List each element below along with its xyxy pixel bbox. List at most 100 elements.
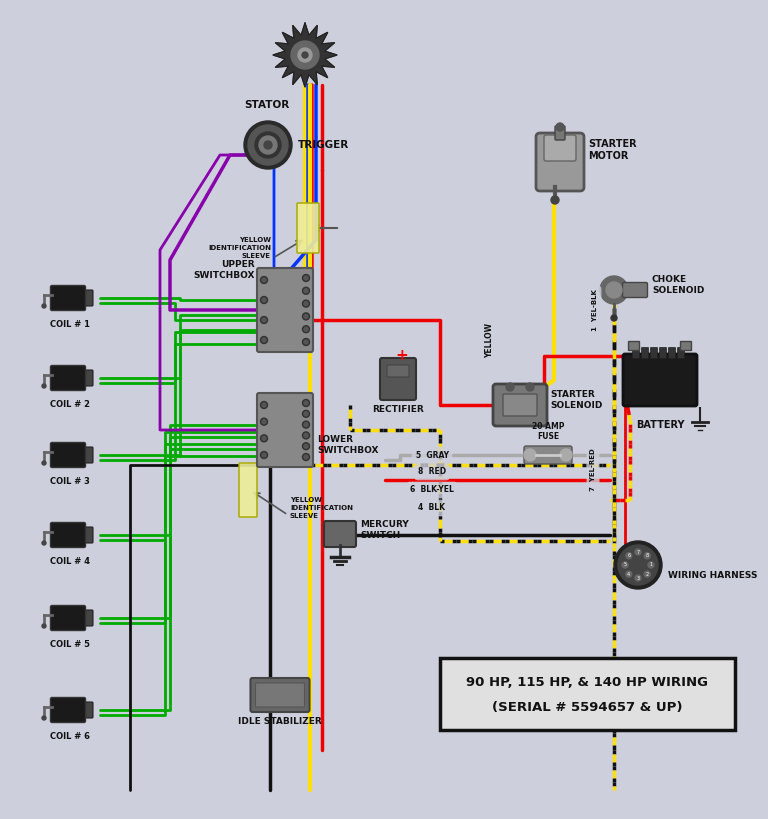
Circle shape xyxy=(304,314,308,319)
Circle shape xyxy=(635,575,641,581)
Circle shape xyxy=(303,300,310,307)
Circle shape xyxy=(260,316,267,324)
Circle shape xyxy=(262,338,266,342)
Circle shape xyxy=(42,461,46,465)
FancyBboxPatch shape xyxy=(668,347,676,359)
FancyBboxPatch shape xyxy=(51,365,85,391)
Text: BATTERY: BATTERY xyxy=(636,420,684,430)
Circle shape xyxy=(262,437,266,441)
Text: 3: 3 xyxy=(637,576,640,581)
Circle shape xyxy=(304,328,308,331)
Circle shape xyxy=(260,451,267,459)
Circle shape xyxy=(304,433,308,437)
Circle shape xyxy=(304,289,308,293)
FancyBboxPatch shape xyxy=(623,354,697,406)
Text: RECTIFIER: RECTIFIER xyxy=(372,405,424,414)
FancyBboxPatch shape xyxy=(81,527,93,543)
Circle shape xyxy=(304,455,308,459)
Circle shape xyxy=(644,571,650,577)
Circle shape xyxy=(622,562,628,568)
Circle shape xyxy=(635,549,641,555)
FancyBboxPatch shape xyxy=(51,698,85,722)
Circle shape xyxy=(304,444,308,448)
Circle shape xyxy=(303,313,310,320)
Circle shape xyxy=(260,435,267,441)
FancyBboxPatch shape xyxy=(641,347,648,359)
Circle shape xyxy=(42,304,46,308)
FancyBboxPatch shape xyxy=(51,523,85,547)
FancyBboxPatch shape xyxy=(239,463,257,517)
Text: COIL # 3: COIL # 3 xyxy=(50,477,90,486)
Text: COIL # 5: COIL # 5 xyxy=(50,640,90,649)
FancyBboxPatch shape xyxy=(536,133,584,191)
Circle shape xyxy=(618,545,658,585)
Text: COIL # 2: COIL # 2 xyxy=(50,400,90,409)
Circle shape xyxy=(264,141,272,149)
Circle shape xyxy=(259,136,277,154)
Text: COIL # 6: COIL # 6 xyxy=(50,732,90,741)
FancyBboxPatch shape xyxy=(628,342,640,351)
Text: +: + xyxy=(396,349,409,364)
Circle shape xyxy=(42,624,46,628)
FancyBboxPatch shape xyxy=(257,393,313,467)
Circle shape xyxy=(551,196,559,204)
Text: 1  YEL-BLK: 1 YEL-BLK xyxy=(592,289,598,331)
Circle shape xyxy=(262,419,266,423)
FancyBboxPatch shape xyxy=(623,283,647,297)
Circle shape xyxy=(614,541,662,589)
Circle shape xyxy=(303,454,310,460)
FancyBboxPatch shape xyxy=(256,683,304,707)
Circle shape xyxy=(260,401,267,409)
Text: 5  GRAY: 5 GRAY xyxy=(415,450,449,459)
Text: 7  YEL-RED: 7 YEL-RED xyxy=(590,449,596,491)
Text: COIL # 1: COIL # 1 xyxy=(50,320,90,329)
Text: (SERIAL # 5594657 & UP): (SERIAL # 5594657 & UP) xyxy=(492,702,683,714)
FancyBboxPatch shape xyxy=(440,658,735,730)
Text: COIL # 4: COIL # 4 xyxy=(50,557,90,566)
Text: 5: 5 xyxy=(624,563,627,568)
Text: 6: 6 xyxy=(627,554,631,559)
Circle shape xyxy=(303,443,310,450)
Circle shape xyxy=(304,340,308,344)
FancyBboxPatch shape xyxy=(387,365,409,377)
Text: 4  BLK: 4 BLK xyxy=(419,504,445,513)
Text: 20 AMP
FUSE: 20 AMP FUSE xyxy=(531,422,564,441)
Text: 6  BLK-YEL: 6 BLK-YEL xyxy=(410,486,454,495)
Circle shape xyxy=(303,287,310,294)
Text: 8  RED: 8 RED xyxy=(418,468,446,477)
Circle shape xyxy=(255,132,281,158)
Circle shape xyxy=(644,553,650,559)
Text: MERCURY
SWITCH: MERCURY SWITCH xyxy=(360,520,409,540)
FancyBboxPatch shape xyxy=(81,370,93,386)
Circle shape xyxy=(304,412,308,416)
Circle shape xyxy=(524,449,536,461)
FancyBboxPatch shape xyxy=(660,347,667,359)
Circle shape xyxy=(303,421,310,428)
Circle shape xyxy=(303,326,310,333)
Circle shape xyxy=(304,276,308,280)
FancyBboxPatch shape xyxy=(81,447,93,463)
Circle shape xyxy=(262,318,266,322)
FancyBboxPatch shape xyxy=(650,347,657,359)
Circle shape xyxy=(626,571,632,577)
Circle shape xyxy=(648,562,654,568)
Circle shape xyxy=(42,716,46,720)
Text: LOWER
SWITCHBOX: LOWER SWITCHBOX xyxy=(317,435,379,455)
Text: 4: 4 xyxy=(627,572,631,577)
FancyBboxPatch shape xyxy=(677,347,684,359)
Circle shape xyxy=(303,338,310,346)
Circle shape xyxy=(262,278,266,282)
Circle shape xyxy=(260,277,267,283)
Circle shape xyxy=(304,401,308,405)
FancyBboxPatch shape xyxy=(493,384,547,426)
Text: STATOR: STATOR xyxy=(244,100,290,110)
Circle shape xyxy=(304,301,308,305)
Text: UPPER
SWITCHBOX: UPPER SWITCHBOX xyxy=(194,260,255,280)
FancyBboxPatch shape xyxy=(81,610,93,626)
FancyBboxPatch shape xyxy=(633,347,640,359)
Text: CHOKE
SOLENOID: CHOKE SOLENOID xyxy=(652,275,704,295)
Text: IDLE STABILIZER: IDLE STABILIZER xyxy=(238,717,322,726)
Circle shape xyxy=(262,453,266,457)
FancyBboxPatch shape xyxy=(380,358,416,400)
Circle shape xyxy=(262,298,266,302)
